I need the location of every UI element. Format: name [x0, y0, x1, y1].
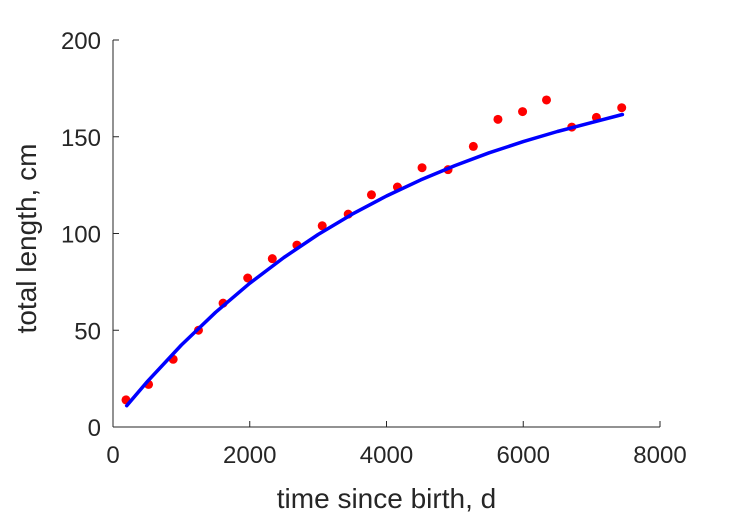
fit-curve	[124, 112, 625, 408]
y-tick-label: 50	[74, 318, 101, 345]
axes: 0 2000 4000 6000 8000 0 50 100 150 200	[61, 28, 687, 469]
data-point	[417, 163, 427, 173]
data-point	[541, 95, 551, 105]
x-tick-label: 0	[106, 442, 119, 469]
y-tick-label: 0	[88, 415, 101, 442]
data-point	[493, 114, 503, 124]
data-point	[518, 107, 528, 117]
x-tick-label: 6000	[497, 442, 550, 469]
x-axis-label: time since birth, d	[277, 483, 496, 514]
y-tick-label: 200	[61, 28, 101, 55]
data-point	[468, 141, 478, 151]
y-axis-label: total length, cm	[11, 144, 42, 334]
data-point	[617, 103, 627, 113]
x-tick-label: 4000	[360, 442, 413, 469]
y-tick-label: 100	[61, 222, 101, 249]
data-point	[267, 254, 277, 264]
x-tick-label: 2000	[223, 442, 276, 469]
y-tick-label: 150	[61, 125, 101, 152]
x-tick-label: 8000	[633, 442, 686, 469]
data-point	[243, 273, 253, 283]
series-layer	[121, 95, 627, 408]
data-point	[366, 190, 376, 200]
data-point	[317, 221, 327, 231]
